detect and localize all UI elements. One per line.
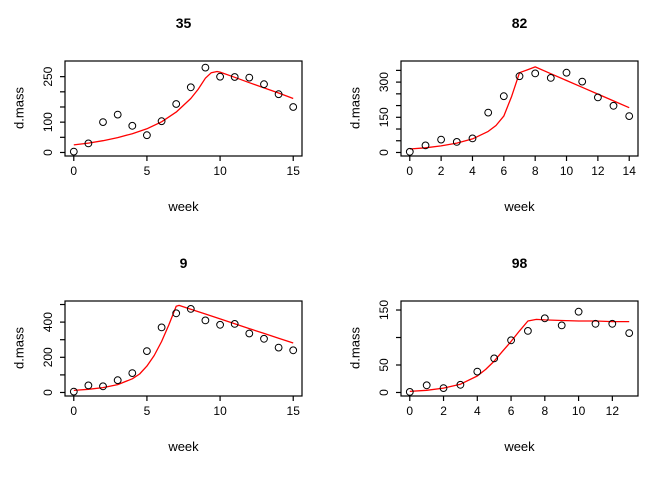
- svg-text:15: 15: [287, 404, 301, 418]
- y-axis-label-98: d.mass: [347, 327, 363, 369]
- svg-text:15: 15: [287, 164, 301, 178]
- svg-text:0: 0: [377, 149, 391, 156]
- plot-area-35: 0 5 10 15 0 100 250: [41, 60, 303, 178]
- svg-text:400: 400: [41, 312, 55, 332]
- svg-text:12: 12: [606, 404, 620, 418]
- svg-text:5: 5: [144, 164, 151, 178]
- plot-area-82: 0 2 4 6 8 10 12 14 0 150 300: [377, 60, 639, 178]
- svg-text:5: 5: [144, 404, 151, 418]
- svg-text:0: 0: [41, 149, 55, 156]
- svg-text:14: 14: [623, 164, 637, 178]
- svg-text:4: 4: [474, 404, 481, 418]
- plot-area-9: 0 5 10 15 0 200 400: [41, 300, 303, 418]
- panel-title-98: 98: [511, 255, 528, 271]
- plot-area-98: 0 2 4 6 8 10 12 0 50 150: [377, 300, 639, 418]
- svg-text:200: 200: [41, 347, 55, 367]
- panel-9: 0 5 10 15 0 200 400 9 week d.mass: [0, 240, 336, 480]
- svg-text:0: 0: [70, 404, 77, 418]
- panel-title-35: 35: [175, 15, 192, 31]
- x-axis-label-98: week: [504, 439, 535, 454]
- panel-title-82: 82: [511, 15, 528, 31]
- svg-text:8: 8: [541, 404, 548, 418]
- x-axis-label-35: week: [168, 199, 199, 214]
- svg-text:8: 8: [532, 164, 539, 178]
- y-axis-label-35: d.mass: [11, 87, 27, 129]
- svg-text:0: 0: [377, 389, 391, 396]
- svg-text:6: 6: [500, 164, 507, 178]
- svg-text:2: 2: [440, 404, 447, 418]
- svg-text:0: 0: [406, 164, 413, 178]
- panel-title-9: 9: [179, 255, 188, 271]
- svg-text:4: 4: [469, 164, 476, 178]
- y-axis-label-9: d.mass: [11, 327, 27, 369]
- svg-text:150: 150: [377, 300, 391, 320]
- svg-text:300: 300: [377, 72, 391, 92]
- y-axis-label-82: d.mass: [347, 87, 363, 129]
- svg-text:10: 10: [213, 404, 227, 418]
- svg-text:100: 100: [41, 112, 55, 132]
- svg-text:10: 10: [572, 404, 586, 418]
- panel-82: 0 2 4 6 8 10 12 14 0 150 300 82 week d.mass: [336, 0, 672, 240]
- svg-text:50: 50: [377, 358, 391, 372]
- svg-text:2: 2: [438, 164, 445, 178]
- svg-text:12: 12: [591, 164, 605, 178]
- svg-text:0: 0: [41, 389, 55, 396]
- svg-text:0: 0: [406, 404, 413, 418]
- panel-98: 0 2 4 6 8 10 12 0 50 150 98 week d.mass: [336, 240, 672, 480]
- svg-text:10: 10: [213, 164, 227, 178]
- svg-text:150: 150: [377, 107, 391, 127]
- svg-text:0: 0: [70, 164, 77, 178]
- panel-35: 0 5 10 15 0 100 250 35 week d.mass: [0, 0, 336, 240]
- svg-text:6: 6: [508, 404, 515, 418]
- svg-text:10: 10: [560, 164, 574, 178]
- svg-text:250: 250: [41, 66, 55, 86]
- x-axis-label-9: week: [168, 439, 199, 454]
- x-axis-label-82: week: [504, 199, 535, 214]
